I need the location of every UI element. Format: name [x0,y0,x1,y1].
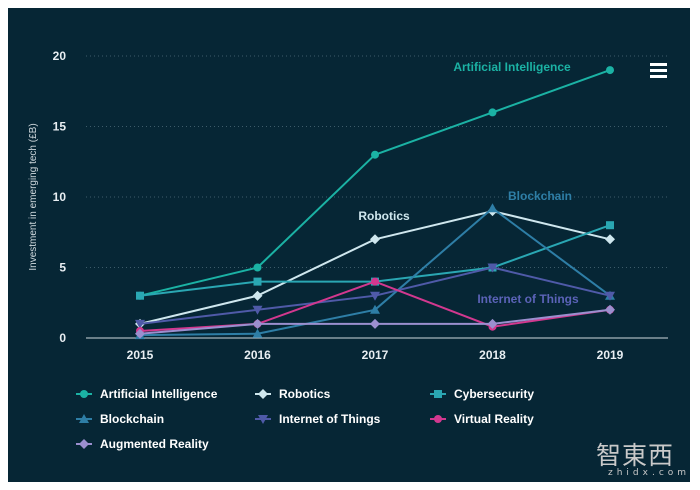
legend-label: Cybersecurity [454,387,534,401]
y-tick-label: 20 [53,49,67,63]
data-point[interactable] [136,291,144,300]
y-tick-label: 10 [53,190,67,204]
series-cybersecurity[interactable] [136,221,614,300]
data-point[interactable] [252,328,263,338]
data-point[interactable] [371,150,379,159]
data-point[interactable] [606,221,614,230]
legend-item-internet-of-things[interactable]: Internet of Things [255,412,381,426]
x-tick-label: 2015 [127,348,154,362]
legend-label: Virtual Reality [454,412,534,426]
x-tick-label: 2016 [244,348,271,362]
legend-item-robotics[interactable]: Robotics [255,387,331,401]
data-point[interactable] [252,318,263,329]
data-point[interactable] [370,234,380,245]
data-point[interactable] [370,318,380,329]
data-point[interactable] [487,263,498,273]
hamburger-menu-icon[interactable] [650,63,667,78]
watermark-text: 智東西 [596,441,675,470]
legend-label: Augmented Reality [100,437,209,451]
data-point[interactable] [253,263,262,272]
data-point[interactable] [370,291,380,301]
series-annotation: Internet of Things [477,292,579,306]
data-point[interactable] [135,328,145,339]
series-internet-of-things[interactable] [135,263,615,329]
legend-marker [80,390,88,398]
line-chart: 0 5 10 15 20 2015 2016 2017 2018 2019 Investment i… [28,49,668,451]
legend-item-cybersecurity[interactable]: Cybersecurity [430,387,534,401]
legend-marker [434,415,442,423]
data-point[interactable] [488,108,497,117]
chart-panel: 0 5 10 15 20 2015 2016 2017 2018 2019 Investment i… [8,8,690,482]
data-point[interactable] [370,304,380,314]
legend-marker [258,389,268,399]
series-annotation: Artificial Intelligence [453,60,571,74]
y-axis-title: Investment in emerging tech (£B) [28,123,39,270]
data-point[interactable] [252,290,263,301]
x-tick-label: 2019 [597,348,624,362]
legend-item-artificial-intelligence[interactable]: Artificial Intelligence [76,387,218,401]
legend-item-blockchain[interactable]: Blockchain [76,412,164,426]
data-point[interactable] [487,203,498,213]
legend-marker [258,415,268,424]
legend-label: Blockchain [100,412,164,426]
legend-label: Artificial Intelligence [100,387,218,401]
series-lines [135,66,615,340]
legend-marker [79,439,89,449]
series-artificial-intelligence[interactable] [136,66,614,300]
watermark-logo: 智東西 zhidx.com [596,436,688,480]
legend-marker [434,390,442,398]
series-annotation: Blockchain [508,189,572,203]
series-line[interactable] [139,69,611,297]
data-point[interactable] [371,277,379,286]
legend-item-augmented-reality[interactable]: Augmented Reality [76,437,209,451]
axes: 0 5 10 15 20 2015 2016 2017 2018 2019 Investment i… [28,49,668,362]
data-point[interactable] [487,318,498,329]
y-tick-label: 15 [53,120,67,134]
series-annotations: Artificial Intelligence Robotics Blockchai… [358,60,579,306]
y-tick-label: 0 [59,331,66,345]
series-annotation: Robotics [358,209,410,223]
data-point[interactable] [252,305,263,315]
data-point[interactable] [605,234,615,245]
series-augmented-reality[interactable] [135,304,615,339]
watermark-subtext: zhidx.com [608,468,691,478]
data-point[interactable] [606,66,614,75]
data-point[interactable] [605,291,615,301]
data-point[interactable] [605,304,615,315]
legend-label: Internet of Things [279,412,381,426]
legend: Artificial Intelligence Robotics Cybersecu… [76,387,534,451]
x-tick-label: 2017 [362,348,389,362]
legend-marker [79,414,89,423]
x-tick-label: 2018 [479,348,506,362]
legend-item-virtual-reality[interactable]: Virtual Reality [430,412,534,426]
data-point[interactable] [253,277,262,286]
y-tick-label: 5 [59,261,66,275]
legend-label: Robotics [279,387,331,401]
data-point[interactable] [135,319,145,329]
